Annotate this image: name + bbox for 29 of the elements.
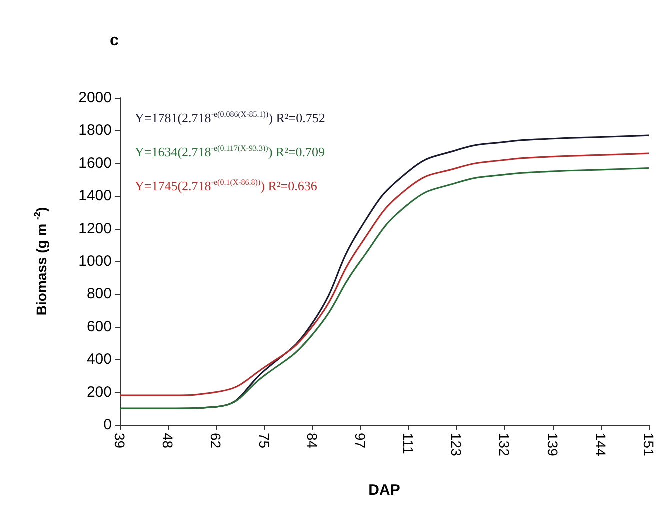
x-tick-label: 75	[256, 433, 272, 449]
chart-title: c	[110, 32, 119, 50]
y-tick-label: 1800	[78, 122, 112, 140]
y-tick-label: 800	[86, 286, 112, 303]
y-tick-label: 2000	[78, 90, 112, 106]
y-axis-title: Biomass (g m -2)	[32, 207, 50, 316]
y-tick-label: 400	[86, 351, 112, 368]
y-tick-label: 0	[104, 416, 112, 434]
x-tick-label: 144	[592, 433, 609, 457]
y-tick-label: 1200	[78, 220, 112, 238]
y-tick-label: 1600	[78, 154, 112, 172]
x-axis-title: DAP	[368, 482, 400, 499]
y-tick-label: 1000	[78, 253, 112, 270]
y-tick-label: 600	[86, 318, 112, 336]
x-tick-label: 97	[352, 433, 368, 449]
x-tick-label: 62	[208, 433, 224, 449]
x-tick-label: 39	[112, 433, 128, 449]
x-tick-label: 123	[448, 433, 465, 457]
y-tick-label: 200	[86, 384, 112, 401]
y-tick-label: 1400	[78, 188, 112, 205]
annotation: Y=1781(2.718$^{-e(0.086(X-85.1))}$) R²=0.752	[135, 110, 326, 126]
x-tick-label: 84	[304, 433, 320, 449]
x-tick-label: 139	[544, 433, 561, 457]
x-tick-label: 132	[496, 433, 513, 457]
x-tick-label: 111	[400, 433, 417, 454]
annotation: Y=1634(2.718$^{-e(0.117(X-93.3))}$) R²=0.709	[135, 144, 326, 160]
annotation: Y=1745(2.718$^{-e(0.1(X-86.8))}$) R²=0.636	[135, 178, 318, 194]
x-tick-label: 48	[160, 433, 176, 449]
x-tick-label: 151	[641, 433, 657, 457]
